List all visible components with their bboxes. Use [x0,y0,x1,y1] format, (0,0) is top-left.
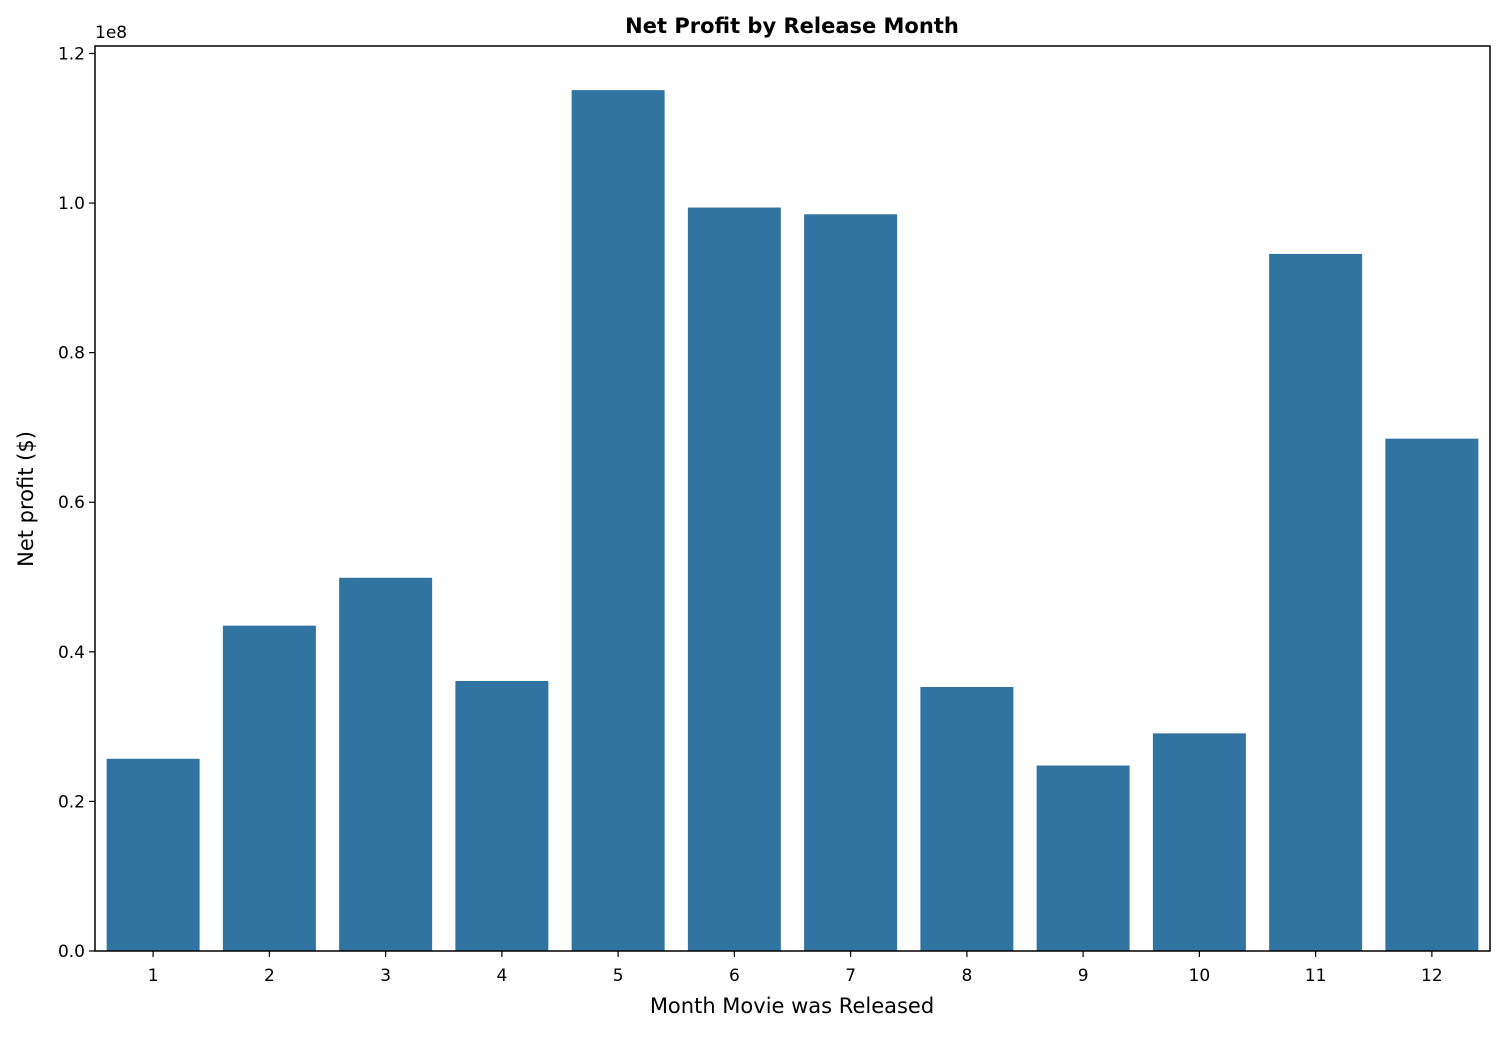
bar-month-11 [1269,253,1363,952]
bar-month-1 [106,758,200,951]
y-tick-label: 0.0 [58,942,85,962]
bar-month-9 [1036,765,1130,951]
bar-month-12 [1385,438,1479,951]
bars-group [106,90,1479,952]
x-tick-label: 4 [496,966,507,986]
bar-month-4 [455,680,549,951]
x-tick-label: 2 [264,966,275,986]
x-tick-label: 7 [845,966,856,986]
x-tick-label: 10 [1189,966,1211,986]
chart-title: Net Profit by Release Month [625,14,959,38]
x-axis-ticks: 1 2 3 4 5 6 7 8 9 10 11 12 [148,951,1443,986]
x-tick-label: 1 [148,966,159,986]
y-tick-label: 1.0 [58,194,85,214]
bar-month-7 [804,214,898,951]
bar-month-10 [1152,733,1246,951]
y-tick-label: 0.2 [58,792,85,812]
x-axis-label: Month Movie was Released [650,994,934,1018]
x-tick-label: 11 [1305,966,1327,986]
x-tick-label: 3 [380,966,391,986]
x-tick-label: 8 [961,966,972,986]
y-tick-label: 1.2 [58,44,85,64]
y-tick-label: 0.6 [58,493,85,513]
y-axis-offset-label: 1e8 [95,23,127,43]
bar-month-3 [339,577,433,951]
bar-month-8 [920,686,1014,951]
y-tick-label: 0.8 [58,344,85,364]
y-axis-label: Net profit ($) [14,431,38,567]
x-tick-label: 5 [613,966,624,986]
x-tick-label: 6 [729,966,740,986]
plot-frame [94,45,1491,952]
y-tick-label: 0.4 [58,643,85,663]
bar-month-5 [571,90,665,951]
bar-month-6 [687,207,781,952]
x-tick-label: 9 [1078,966,1089,986]
x-tick-label: 12 [1421,966,1443,986]
bar-month-2 [222,625,316,951]
y-axis-ticks: 0.0 0.2 0.4 0.6 0.8 1.0 1.2 [58,44,95,962]
